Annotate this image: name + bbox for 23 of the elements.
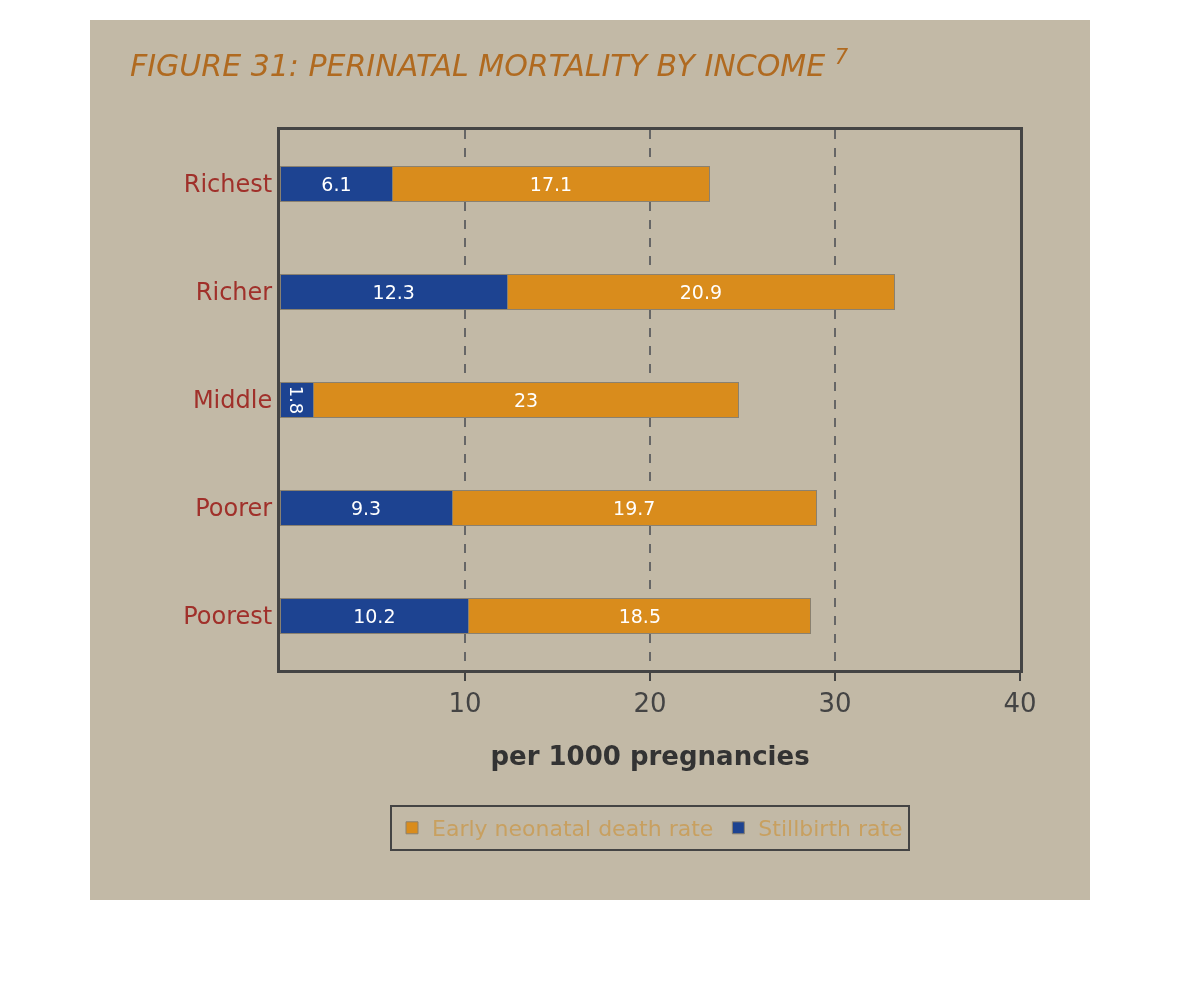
data-label: 9.3 (350, 497, 382, 519)
data-label: 20.9 (679, 281, 723, 303)
data-label: 6.1 (321, 173, 352, 195)
data-label: 18.5 (618, 605, 661, 627)
data-label: 23 (513, 389, 539, 411)
legend-label: Early neonatal death rate (432, 816, 714, 842)
legend-label: Stillbirth rate (758, 816, 903, 842)
chart-title: FIGURE 31: PERINATAL MORTALITY BY INCOME $^{7}$ (130, 44, 849, 84)
y-tick-label: Richer (195, 278, 273, 307)
data-label: 17.1 (529, 173, 573, 195)
x-tick-label: 30 (818, 688, 852, 719)
data-label: 19.7 (613, 497, 656, 519)
data-label: 10.2 (353, 605, 396, 627)
y-tick-label: Richest (183, 170, 273, 199)
x-tick-label: 20 (633, 688, 667, 719)
x-tick-label: 10 (448, 688, 482, 719)
x-axis-title: per 1000 pregnancies (490, 740, 810, 771)
y-tick-label: Poorest (183, 602, 273, 631)
x-tick-label: 40 (1003, 688, 1037, 719)
data-label: 12.3 (372, 281, 415, 303)
y-tick-label: Middle (192, 386, 273, 415)
data-label: 1.8 (286, 385, 308, 415)
y-tick-label: Poorer (195, 494, 273, 523)
